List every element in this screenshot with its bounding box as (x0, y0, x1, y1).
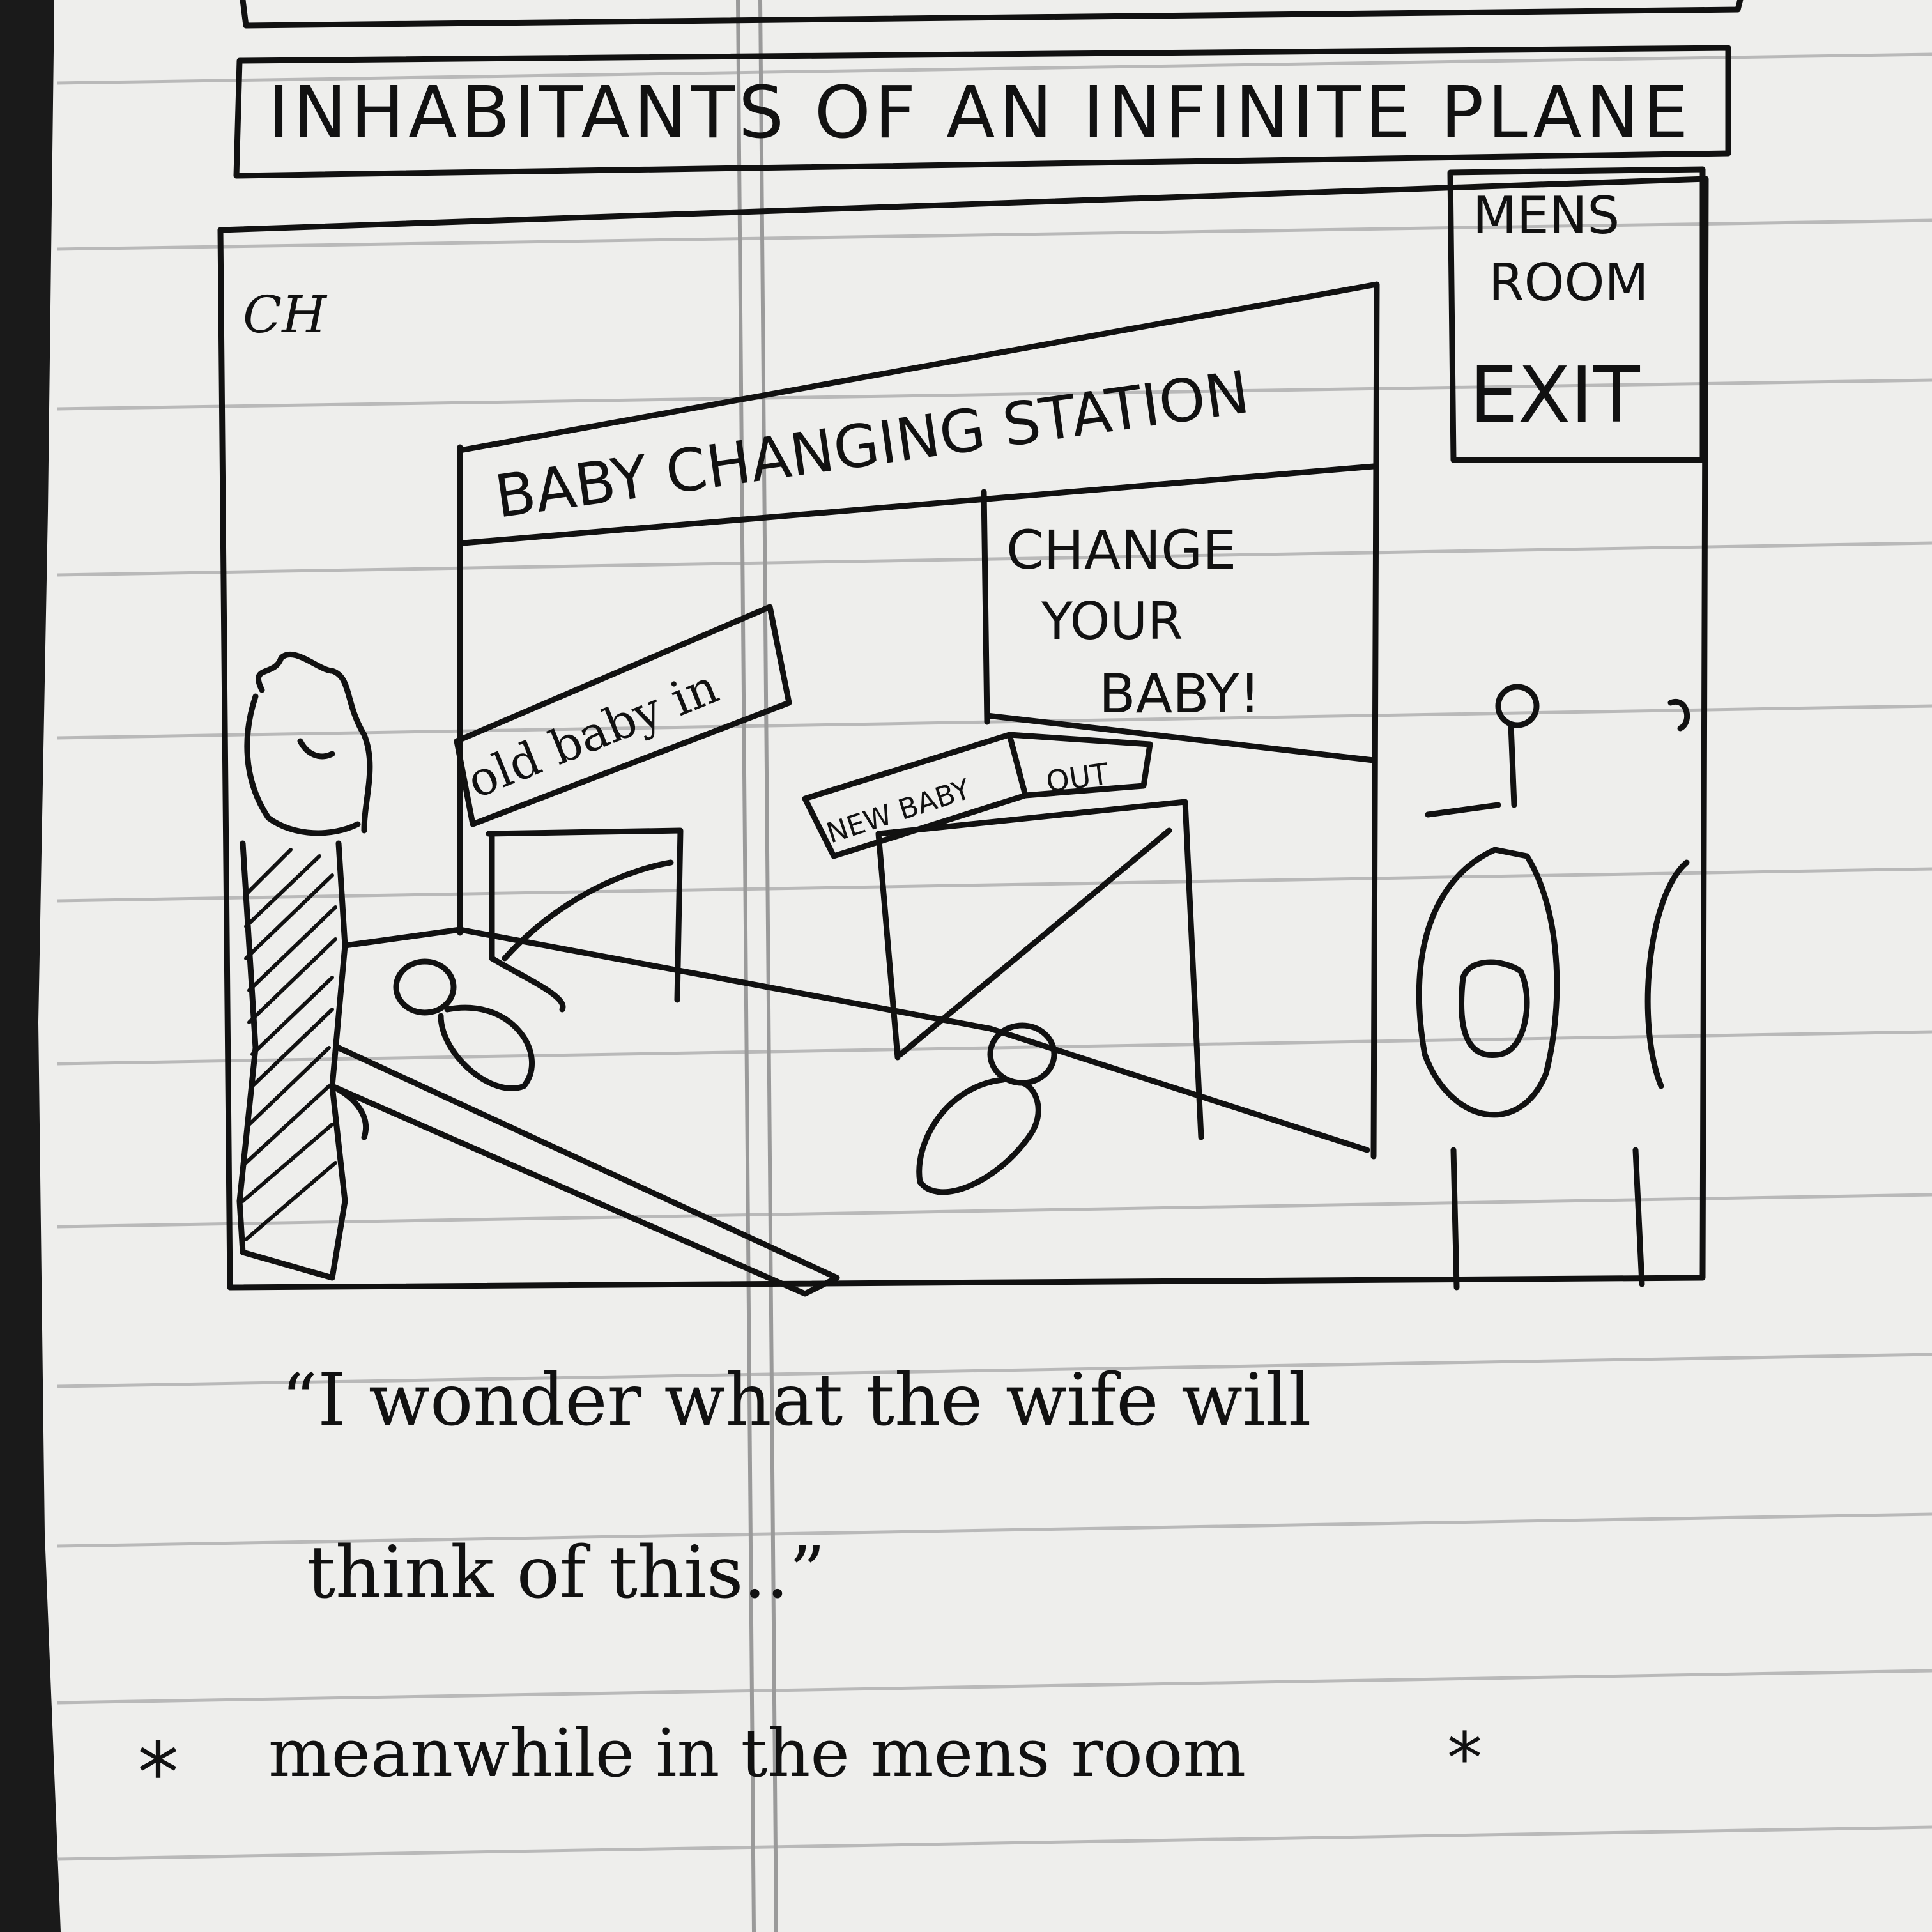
caption-line2: think of this..” (307, 1531, 825, 1614)
change-sign-line3: BABY! (1099, 663, 1261, 725)
footer-text: meanwhile in the mens room (268, 1714, 1246, 1792)
new-baby-body (916, 1077, 1041, 1195)
urinal-flush-knob (1495, 684, 1540, 728)
artist-initials: CH (243, 285, 328, 344)
comic-title: INHABITANTS OF AN INFINITE PLANE (268, 72, 1692, 155)
title-box (233, 45, 1731, 179)
mens-room-sign-line2: ROOM (1489, 253, 1649, 312)
stall-door (1644, 698, 1690, 1089)
star-left-icon: * (137, 1724, 179, 1821)
old-baby-sign-box (454, 604, 792, 827)
footer-note: * meanwhile in the mens room * (137, 1714, 1482, 1821)
old-baby-head (393, 958, 457, 1016)
station-header-top (457, 281, 1380, 1160)
margin-lines (736, 0, 778, 1932)
man-body (236, 840, 348, 1281)
change-sign-line2: YOUR (1041, 592, 1183, 651)
man-head-outline (256, 651, 373, 834)
title-text-layer: INHABITANTS OF AN INFINITE PLANE (268, 72, 1692, 155)
paper-sheet (38, 0, 1932, 1932)
change-sign-line1: CHANGE (1006, 519, 1236, 581)
changing-station (329, 281, 1380, 1297)
ruled-lines (57, 52, 1932, 1861)
man-hatching (241, 848, 337, 1241)
counter-edge (329, 1045, 840, 1297)
change-your-baby-sign: CHANGE YOUR BABY! (1006, 519, 1261, 725)
urinal (1416, 684, 1645, 1291)
star-right-icon: * (1447, 1717, 1482, 1799)
main-panel-frame (217, 176, 1709, 1291)
mens-room-sign: MENS ROOM EXIT (1469, 186, 1649, 440)
caption: “I wonder what the wife will think of th… (281, 1359, 1311, 1614)
prev-panel-edge (240, 0, 1744, 29)
urinal-drain (1459, 959, 1530, 1058)
mens-room-sign-box (1447, 166, 1706, 463)
ink-drawing (217, 0, 1744, 1297)
mens-room-sign-line3: EXIT (1469, 351, 1640, 440)
man-figure (236, 651, 373, 1281)
urinal-bowl (1416, 847, 1560, 1118)
new-baby-compartment (875, 799, 1204, 1140)
caption-line1: “I wonder what the wife will (281, 1359, 1311, 1442)
old-baby-body (438, 1004, 535, 1091)
out-sign-box (1006, 732, 1153, 799)
mens-room-sign-line1: MENS (1473, 186, 1620, 245)
